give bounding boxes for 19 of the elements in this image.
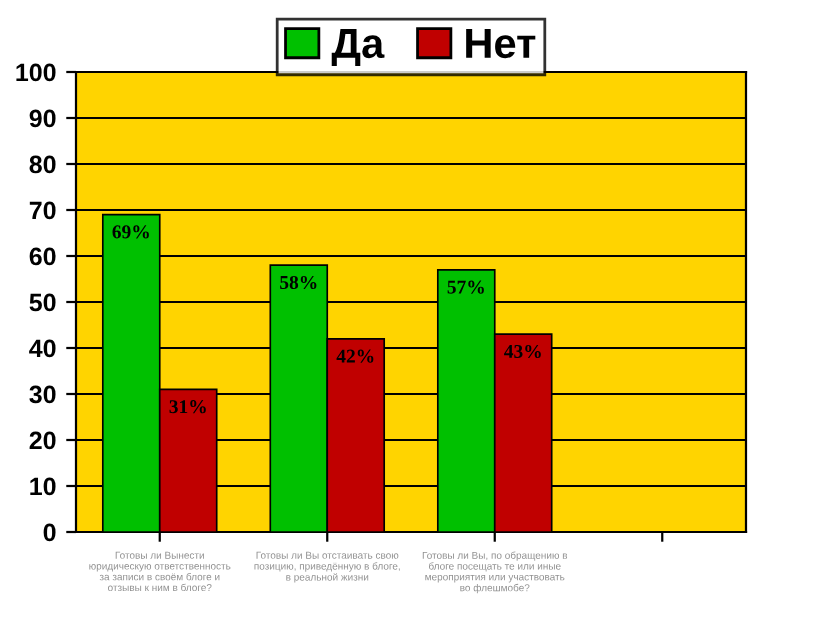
y-tick-label: 80 bbox=[29, 155, 56, 174]
y-tick-label: 40 bbox=[29, 339, 56, 358]
y-tick-label: 0 bbox=[43, 523, 56, 542]
data-label: 69% bbox=[112, 225, 149, 239]
y-tick-label: 100 bbox=[16, 63, 56, 82]
y-tick-label: 90 bbox=[29, 109, 56, 128]
y-tick-label: 20 bbox=[29, 431, 56, 450]
data-label: 42% bbox=[336, 349, 374, 363]
data-label: 58% bbox=[280, 275, 317, 290]
data-label: 31% bbox=[169, 400, 206, 414]
y-tick-label: 10 bbox=[30, 477, 56, 496]
legend-label: Да bbox=[331, 29, 385, 67]
data-label: 57% bbox=[447, 280, 484, 294]
y-tick-label: 60 bbox=[29, 247, 56, 266]
data-label: 43% bbox=[504, 344, 541, 359]
y-tick-label: 30 bbox=[29, 385, 56, 404]
legend-label: Нет bbox=[466, 29, 536, 59]
y-tick-label: 50 bbox=[29, 293, 56, 312]
y-tick-label: 70 bbox=[29, 201, 56, 220]
